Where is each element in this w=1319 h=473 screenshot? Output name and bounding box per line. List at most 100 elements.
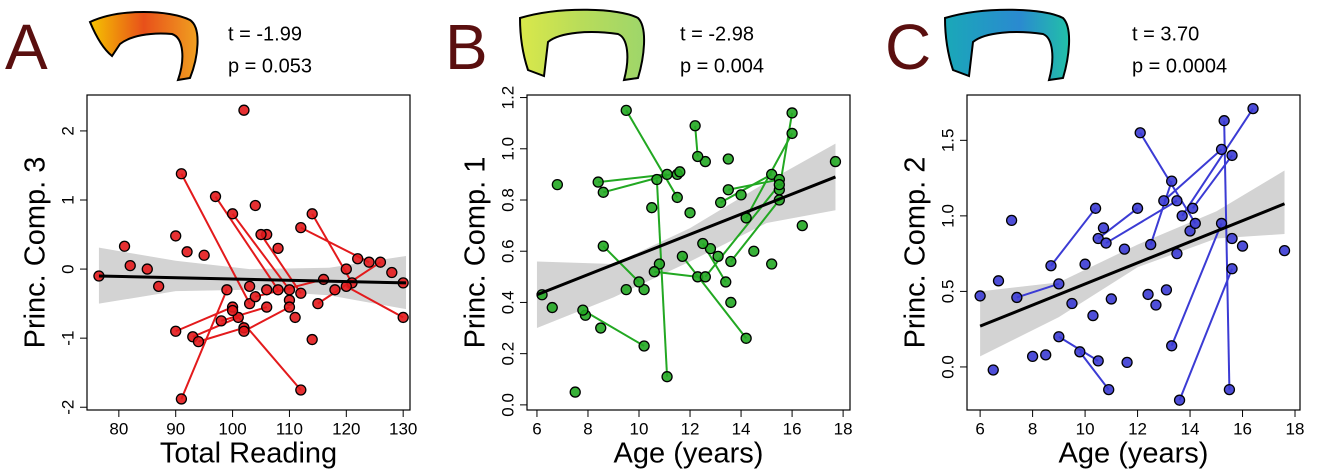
point <box>646 202 658 214</box>
point <box>1145 238 1157 251</box>
point <box>1103 383 1115 396</box>
subject-line <box>720 173 773 204</box>
point <box>577 304 589 316</box>
point <box>661 371 673 383</box>
x-tick-label: 18 <box>1286 419 1305 438</box>
point <box>597 186 609 198</box>
point <box>352 253 364 265</box>
subject-line <box>1149 180 1173 245</box>
point <box>1026 350 1039 363</box>
point <box>786 107 798 119</box>
point <box>221 284 233 296</box>
point <box>1187 202 1199 214</box>
x-tick-label: 18 <box>834 419 853 438</box>
point <box>249 291 261 303</box>
y-tick-label: -1 <box>58 331 77 346</box>
point <box>340 263 352 275</box>
y-tick-label: 1.5 <box>938 129 957 153</box>
point <box>1074 346 1086 358</box>
point <box>786 127 798 140</box>
point <box>712 250 724 262</box>
point <box>1278 244 1291 257</box>
point <box>215 315 227 327</box>
point <box>1150 299 1162 311</box>
point <box>1176 210 1188 222</box>
subject-line <box>231 213 291 291</box>
x-tick-label: 6 <box>975 419 984 438</box>
point <box>1223 383 1236 396</box>
panel-letter: B <box>445 11 488 83</box>
point <box>1040 349 1052 361</box>
x-tick-label: 80 <box>109 419 128 438</box>
plot-frame <box>526 94 851 411</box>
point <box>1218 115 1230 127</box>
plot-frame <box>86 94 411 411</box>
subject-line <box>192 316 239 338</box>
point <box>1236 240 1249 252</box>
point <box>766 168 778 181</box>
point <box>1189 217 1201 230</box>
point <box>289 311 301 324</box>
y-axis-label: Princ. Comp. 1 <box>460 157 492 349</box>
point <box>1226 232 1238 245</box>
point <box>1166 175 1178 187</box>
point <box>674 166 686 178</box>
point <box>1089 202 1102 214</box>
point <box>283 301 296 313</box>
x-tick-label: 110 <box>276 419 303 438</box>
subject-line <box>1181 108 1254 217</box>
subject-line <box>260 233 302 294</box>
x-tick-label: 90 <box>166 419 185 438</box>
point <box>170 230 182 242</box>
subject-line <box>1178 268 1233 401</box>
point <box>620 104 632 117</box>
y-tick-label: 0.6 <box>498 239 517 263</box>
point <box>295 384 307 396</box>
subject-line <box>582 309 645 347</box>
subject-line <box>175 306 233 333</box>
point <box>684 207 696 219</box>
point <box>386 266 398 279</box>
point <box>671 191 683 204</box>
point <box>1045 260 1057 272</box>
point <box>1160 284 1173 296</box>
panel-letter: A <box>5 11 48 83</box>
point <box>255 228 267 241</box>
fit-line <box>979 202 1286 328</box>
subject-line <box>180 173 251 305</box>
x-axis-label: Age (years) <box>1059 438 1209 470</box>
point <box>170 325 182 337</box>
x-tick-label: 8 <box>1028 419 1037 438</box>
point <box>306 333 318 346</box>
point <box>118 240 131 252</box>
point <box>1121 356 1133 369</box>
subject-line <box>198 326 245 343</box>
y-tick-label: 0.5 <box>938 280 957 304</box>
point <box>226 304 239 317</box>
point <box>1053 331 1065 343</box>
point <box>1100 237 1112 249</box>
x-tick-label: 12 <box>1128 419 1147 438</box>
point <box>272 284 284 296</box>
x-tick-label: 130 <box>389 419 417 438</box>
brain-icon <box>88 11 199 82</box>
point <box>175 393 188 405</box>
point <box>766 258 778 270</box>
subject-line <box>220 306 267 322</box>
point <box>796 219 808 232</box>
point <box>295 221 307 234</box>
subject-line <box>728 178 780 191</box>
x-axis-label: Total Reading <box>160 438 337 470</box>
point <box>1158 195 1170 207</box>
point <box>1053 278 1065 290</box>
point <box>595 322 607 334</box>
x-tick-label: 16 <box>1233 419 1252 438</box>
y-tick-label: 2 <box>58 126 77 135</box>
x-tick-label: 16 <box>783 419 802 438</box>
point <box>238 104 250 116</box>
point <box>725 255 737 268</box>
point <box>569 386 581 398</box>
point <box>699 271 711 283</box>
point <box>261 284 273 296</box>
point <box>1142 288 1154 301</box>
